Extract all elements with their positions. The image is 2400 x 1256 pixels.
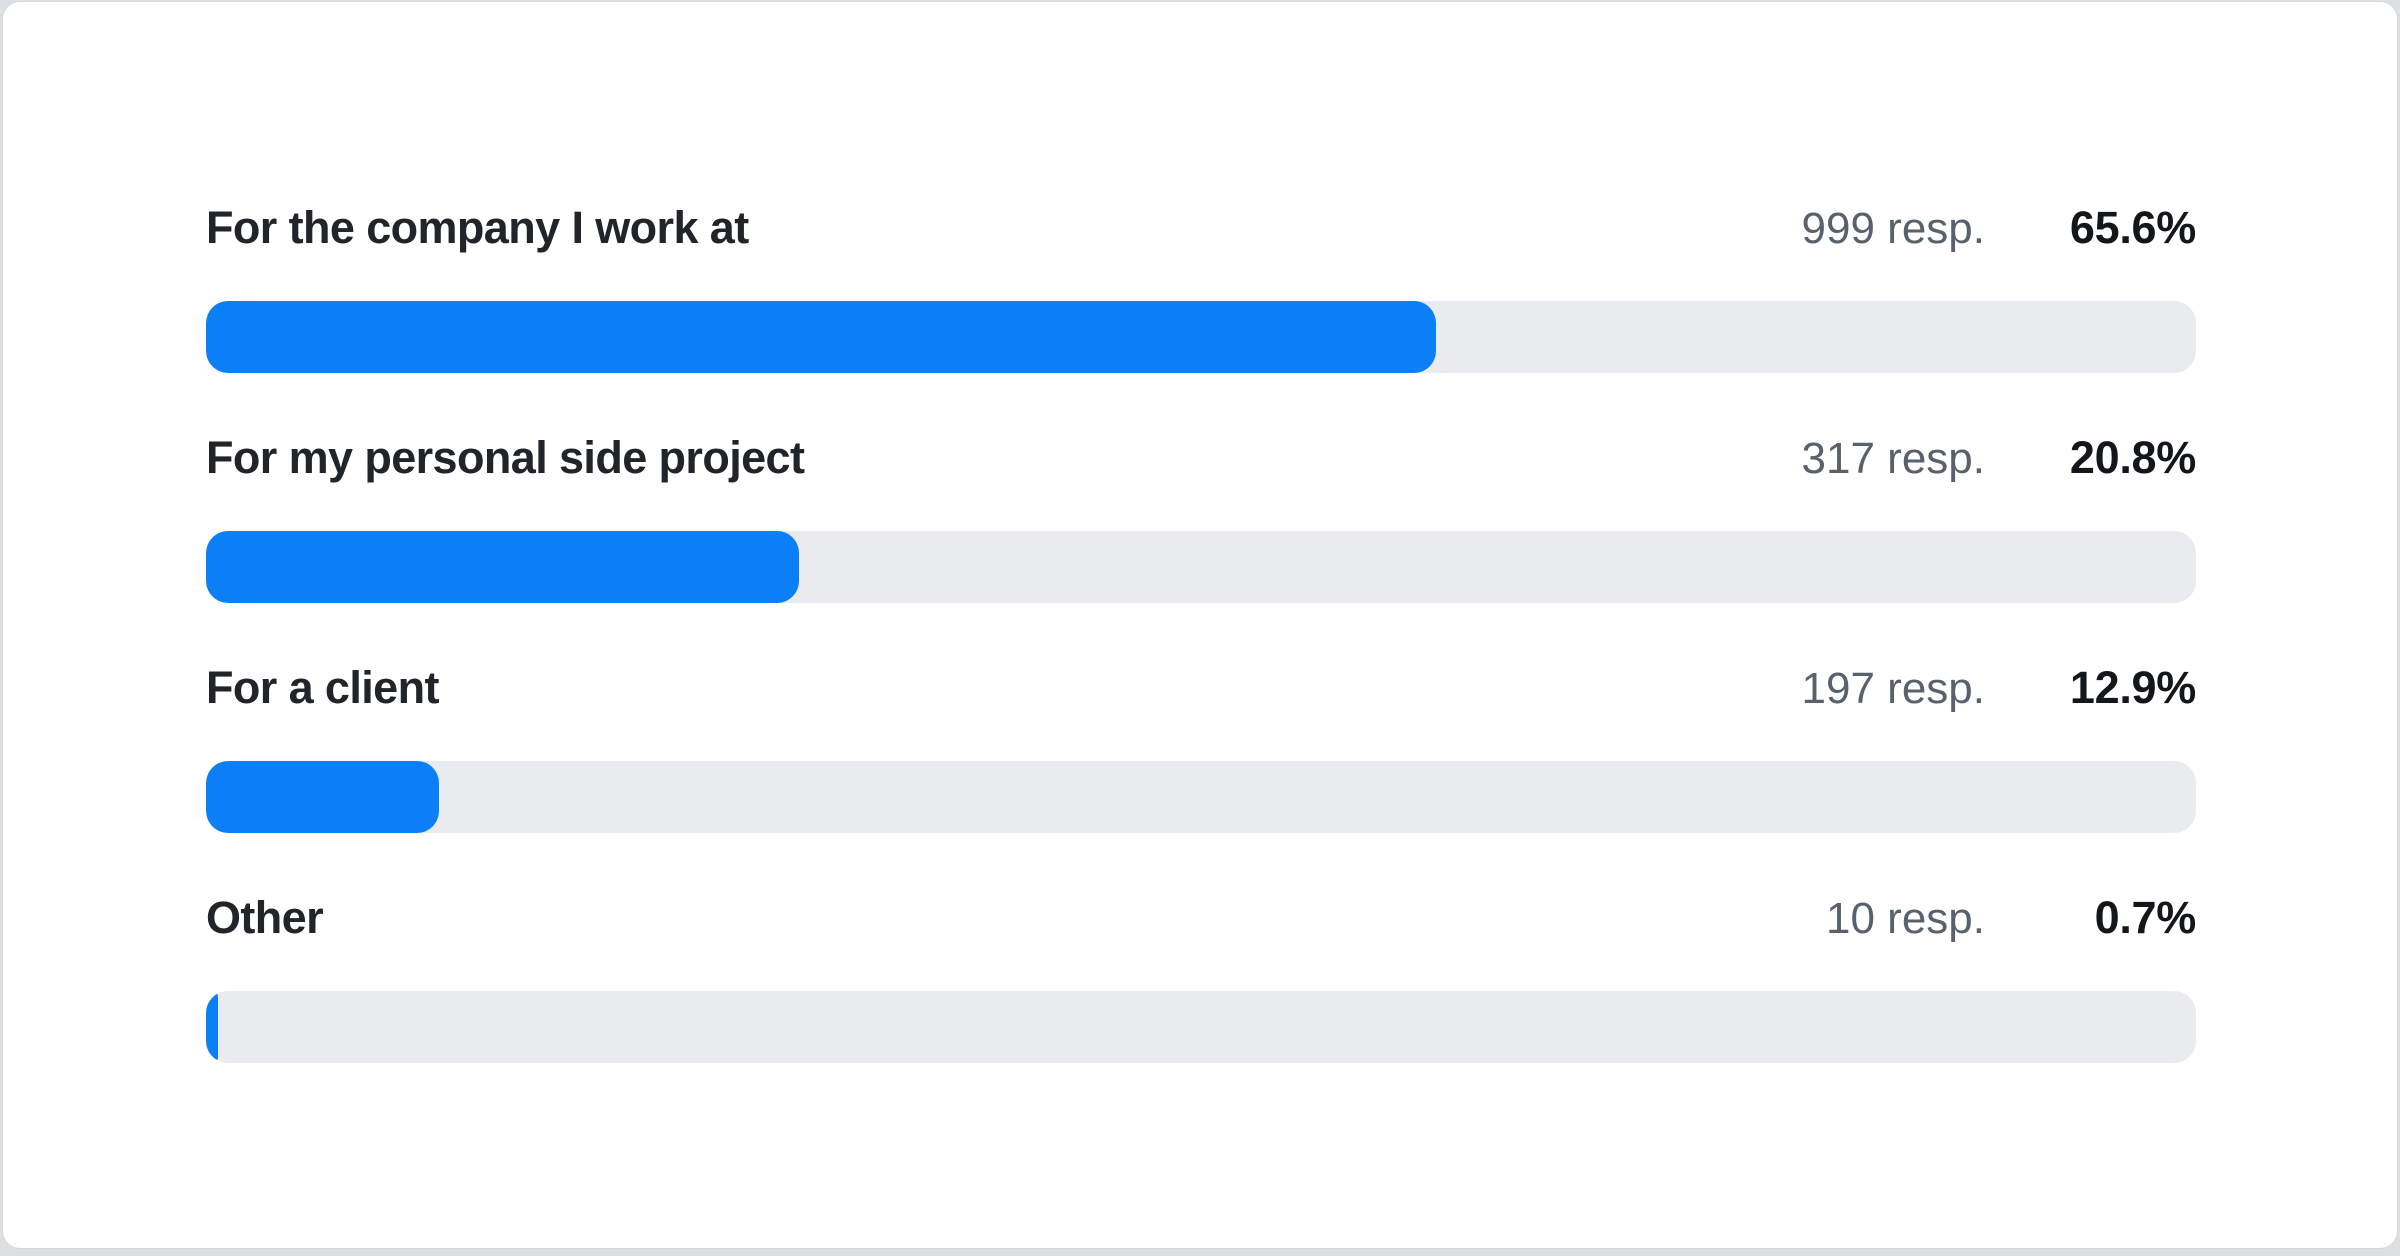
bar-fill [206, 991, 218, 1063]
bar-fill [206, 531, 800, 603]
option-label: For the company I work at [206, 202, 749, 253]
response-count: 10 resp. [1826, 894, 1985, 943]
response-count: 317 resp. [1801, 434, 1985, 483]
survey-row-other: Other 10 resp. 0.7% [206, 890, 2196, 1063]
bar-track [206, 761, 2196, 833]
bar-track [206, 991, 2196, 1063]
survey-row-company: For the company I work at 999 resp. 65.6… [206, 200, 2196, 373]
bar-fill [206, 301, 1436, 373]
bar-track [206, 301, 2196, 373]
response-count: 999 resp. [1801, 204, 1985, 253]
option-label: For a client [206, 662, 439, 713]
survey-row-side-project: For my personal side project 317 resp. 2… [206, 430, 2196, 603]
row-header: Other 10 resp. 0.7% [206, 890, 2196, 947]
percent-value: 20.8% [2069, 432, 2196, 483]
percent-value: 12.9% [2069, 662, 2196, 713]
bar-track [206, 531, 2196, 603]
survey-row-client: For a client 197 resp. 12.9% [206, 660, 2196, 833]
response-count: 197 resp. [1801, 664, 1985, 713]
option-label: Other [206, 892, 324, 943]
row-header: For the company I work at 999 resp. 65.6… [206, 200, 2196, 257]
option-label: For my personal side project [206, 432, 805, 483]
percent-value: 0.7% [2094, 892, 2197, 943]
row-header: For a client 197 resp. 12.9% [206, 660, 2196, 717]
bar-fill [206, 761, 439, 833]
row-header: For my personal side project 317 resp. 2… [206, 430, 2196, 487]
percent-value: 65.6% [2069, 202, 2196, 253]
